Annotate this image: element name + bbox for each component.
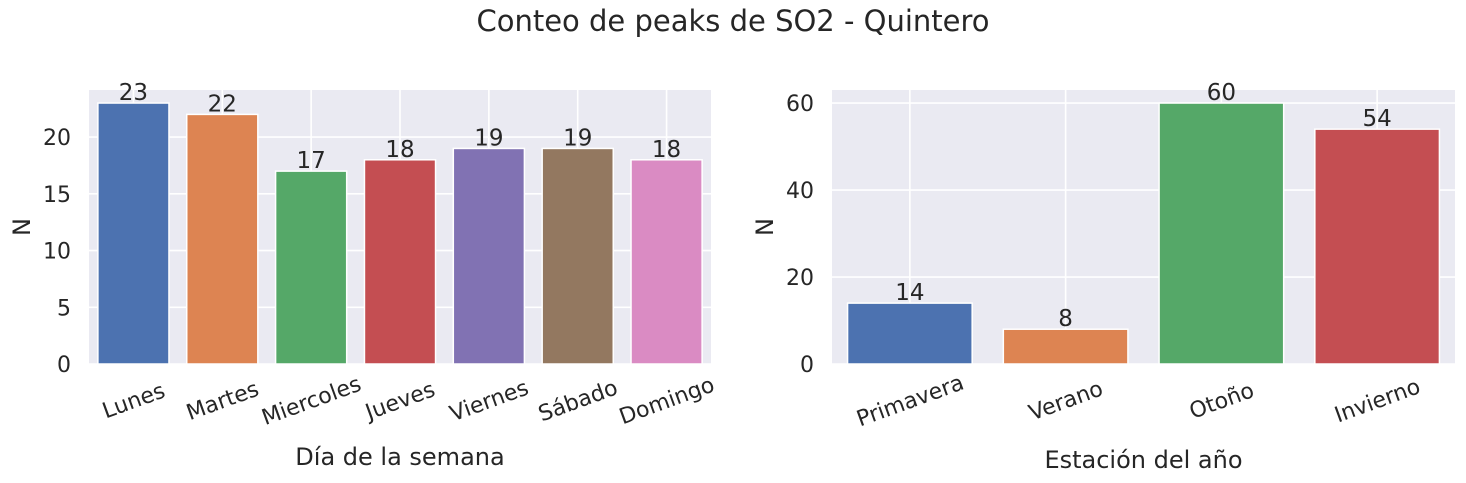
y-axis-label: N xyxy=(8,218,36,236)
bar-value-label: 14 xyxy=(895,280,924,306)
x-tick-label: Miercoles xyxy=(259,372,365,431)
x-tick-label: Martes xyxy=(183,377,262,426)
bar-jueves xyxy=(363,159,437,365)
y-tick-label: 5 xyxy=(57,296,71,321)
x-axis-label: Estación del año xyxy=(1044,446,1242,474)
x-tick-label: Jueves xyxy=(361,377,439,426)
bar-value-label: 60 xyxy=(1207,80,1236,106)
bar-value-label: 18 xyxy=(652,137,681,163)
bar-invierno xyxy=(1314,128,1441,365)
y-tick-label: 0 xyxy=(800,353,814,378)
bar-value-label: 23 xyxy=(119,80,148,106)
bar-primavera xyxy=(846,302,973,365)
x-tick-label: Viernes xyxy=(447,376,532,427)
y-tick-label: 20 xyxy=(43,126,71,151)
x-tick-label: Sábado xyxy=(535,376,621,428)
x-tick-label: Lunes xyxy=(99,379,168,425)
bar-value-label: 22 xyxy=(208,91,237,117)
y-tick-label: 10 xyxy=(43,240,71,265)
bar-value-label: 19 xyxy=(474,125,503,151)
bar-sábado xyxy=(541,147,615,365)
bar-value-label: 8 xyxy=(1058,306,1073,332)
x-tick-label: Primavera xyxy=(853,371,967,433)
chart-estacion: 0 20 40 60 14 Primavera 8 Verano 60 Otoño 54 Invier… xyxy=(751,80,1455,474)
figure-title: Conteo de peaks de SO2 - Quintero xyxy=(476,4,990,38)
bar-viernes xyxy=(452,147,526,365)
x-tick-label: Domingo xyxy=(616,373,718,430)
x-axis-label: Día de la semana xyxy=(295,443,504,471)
bar-value-label: 54 xyxy=(1362,106,1391,132)
x-tick-label: Invierno xyxy=(1331,374,1423,428)
bar-lunes xyxy=(97,102,170,365)
y-tick-label: 40 xyxy=(786,179,814,204)
y-tick-label: 20 xyxy=(786,266,814,291)
bar-martes xyxy=(185,113,259,365)
bar-otoño xyxy=(1158,102,1285,365)
bar-verano xyxy=(1002,328,1129,365)
bar-value-label: 17 xyxy=(297,148,326,174)
bar-domingo xyxy=(630,159,703,365)
bar-value-label: 18 xyxy=(385,137,414,163)
y-tick-label: 60 xyxy=(786,92,814,117)
bar-miercoles xyxy=(274,170,348,365)
y-tick-label: 15 xyxy=(43,183,71,208)
chart-dia-semana: 0 5 10 15 20 23 Lunes 22 Martes 17 Miercoles 18 Juev… xyxy=(8,80,718,471)
bar-value-label: 19 xyxy=(563,125,592,151)
y-axis-label: N xyxy=(751,218,779,236)
x-tick-label: Verano xyxy=(1026,377,1107,427)
y-tick-label: 0 xyxy=(57,353,71,378)
x-tick-label: Otoño xyxy=(1186,378,1257,424)
